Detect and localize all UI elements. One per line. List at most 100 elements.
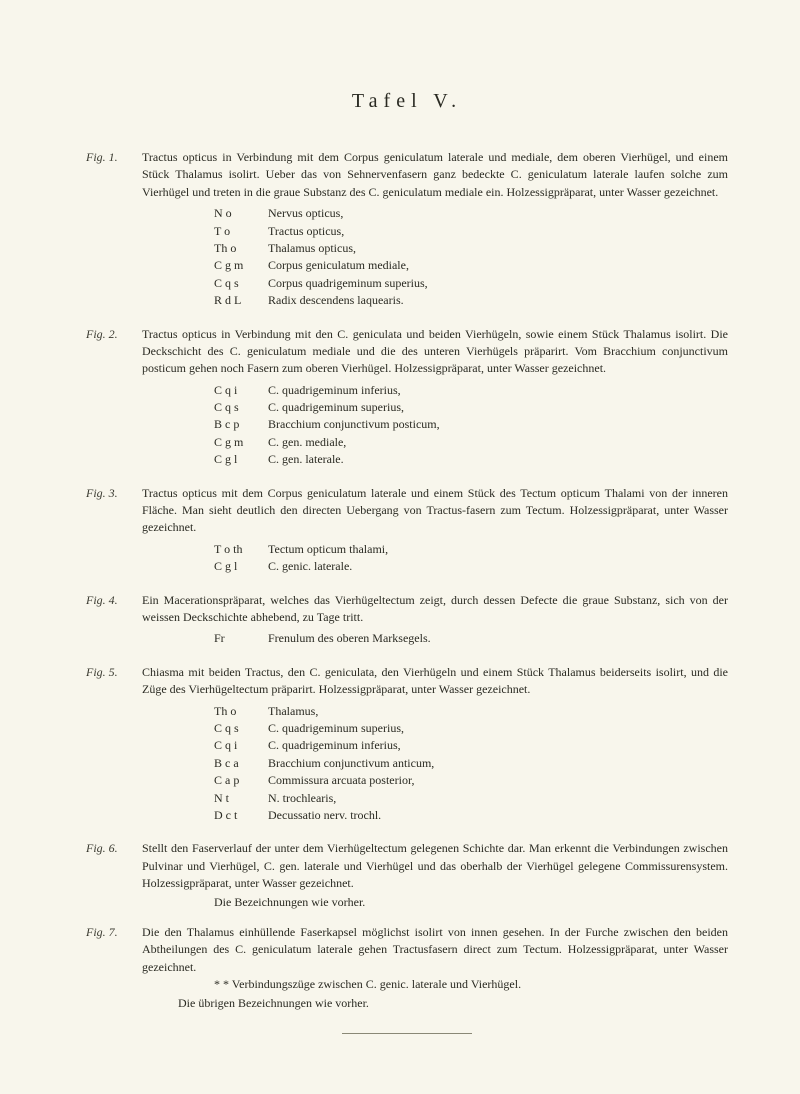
abbr-value: C. quadrigeminum inferius,	[268, 382, 728, 399]
figure-entry: Fig. 2. Tractus opticus in Verbindung mi…	[86, 326, 728, 473]
figure-text: Tractus opticus mit dem Corpus geniculat…	[142, 485, 728, 537]
figure-label: Fig. 1.	[86, 149, 142, 314]
abbreviation-row: FrFrenulum des oberen Marksegels.	[214, 630, 728, 647]
figure-entry: Fig. 4. Ein Macerationspräparat, welches…	[86, 592, 728, 652]
abbr-key: C g m	[214, 257, 268, 274]
figure-label: Fig. 7.	[86, 924, 142, 1013]
abbr-value: Corpus geniculatum mediale,	[268, 257, 728, 274]
abbreviation-row: B c aBracchium conjunctivum anticum,	[214, 755, 728, 772]
abbr-key: Fr	[214, 630, 268, 647]
abbreviation-list: C q iC. quadrigeminum inferius, C q sC. …	[214, 382, 728, 469]
figure-body: Tractus opticus mit dem Corpus geniculat…	[142, 485, 728, 580]
abbr-key: Th o	[214, 240, 268, 257]
abbreviation-row: C a pCommissura arcuata posterior,	[214, 772, 728, 789]
abbreviation-list: N oNervus opticus, T oTractus opticus, T…	[214, 205, 728, 309]
abbreviation-row: C g lC. gen. laterale.	[214, 451, 728, 468]
abbr-value: Tractus opticus,	[268, 223, 728, 240]
sub-line: * * Verbindungszüge zwischen C. genic. l…	[214, 976, 728, 993]
abbr-key: C g m	[214, 434, 268, 451]
divider	[342, 1033, 472, 1034]
page: Tafel V. Fig. 1. Tractus opticus in Verb…	[0, 0, 800, 1094]
figure-text: Die den Thalamus einhüllende Faserkapsel…	[142, 924, 728, 976]
abbreviation-row: C q sC. quadrigeminum superius,	[214, 720, 728, 737]
abbreviation-row: C q sCorpus quadrigeminum superius,	[214, 275, 728, 292]
abbreviation-row: T oTractus opticus,	[214, 223, 728, 240]
abbr-key: Th o	[214, 703, 268, 720]
abbreviation-list: Th oThalamus, C q sC. quadrigeminum supe…	[214, 703, 728, 825]
abbr-key: T o th	[214, 541, 268, 558]
abbr-key: T o	[214, 223, 268, 240]
figure-body: Stellt den Faserverlauf der unter dem Vi…	[142, 840, 728, 912]
abbr-value: Thalamus,	[268, 703, 728, 720]
abbr-value: Commissura arcuata posterior,	[268, 772, 728, 789]
abbr-value: Radix descendens laquearis.	[268, 292, 728, 309]
abbreviation-row: Th oThalamus,	[214, 703, 728, 720]
abbreviation-row: D c tDecussatio nerv. trochl.	[214, 807, 728, 824]
abbr-value: C. gen. mediale,	[268, 434, 728, 451]
abbreviation-row: R d LRadix descendens laquearis.	[214, 292, 728, 309]
figure-label: Fig. 6.	[86, 840, 142, 912]
abbr-value: C. genic. laterale.	[268, 558, 728, 575]
abbr-value: N. trochlearis,	[268, 790, 728, 807]
abbr-value: Bracchium conjunctivum anticum,	[268, 755, 728, 772]
abbr-value: C. gen. laterale.	[268, 451, 728, 468]
abbr-value: Corpus quadrigeminum superius,	[268, 275, 728, 292]
abbr-value: C. quadrigeminum inferius,	[268, 737, 728, 754]
abbreviation-list: T o thTectum opticum thalami, C g lC. ge…	[214, 541, 728, 576]
abbreviation-row: N oNervus opticus,	[214, 205, 728, 222]
abbreviation-row: C g mCorpus geniculatum mediale,	[214, 257, 728, 274]
abbr-key: N o	[214, 205, 268, 222]
page-title: Tafel V.	[86, 90, 728, 113]
closing-line: Die übrigen Bezeichnungen wie vorher.	[178, 995, 728, 1012]
abbr-key: C q s	[214, 720, 268, 737]
abbr-key: C q i	[214, 382, 268, 399]
abbreviation-row: C q sC. quadrigeminum superius,	[214, 399, 728, 416]
abbr-value: Decussatio nerv. trochl.	[268, 807, 728, 824]
abbreviation-row: N tN. trochlearis,	[214, 790, 728, 807]
abbr-key: N t	[214, 790, 268, 807]
abbr-key: C g l	[214, 451, 268, 468]
figure-text: Tractus opticus in Verbindung mit dem Co…	[142, 149, 728, 201]
figure-label: Fig. 5.	[86, 664, 142, 829]
abbreviation-row: Th oThalamus opticus,	[214, 240, 728, 257]
abbr-value: C. quadrigeminum superius,	[268, 720, 728, 737]
abbreviation-row: C q iC. quadrigeminum inferius,	[214, 382, 728, 399]
figure-entry: Fig. 5. Chiasma mit beiden Tractus, den …	[86, 664, 728, 829]
abbr-key: C a p	[214, 772, 268, 789]
abbreviation-row: B c pBracchium conjunctivum posticum,	[214, 416, 728, 433]
abbreviation-row: C g mC. gen. mediale,	[214, 434, 728, 451]
abbr-key: R d L	[214, 292, 268, 309]
abbr-value: Tectum opticum thalami,	[268, 541, 728, 558]
figure-label: Fig. 4.	[86, 592, 142, 652]
figure-label: Fig. 2.	[86, 326, 142, 473]
abbr-value: Frenulum des oberen Marksegels.	[268, 630, 728, 647]
figure-text: Stellt den Faserverlauf der unter dem Vi…	[142, 840, 728, 892]
abbr-key: C q s	[214, 399, 268, 416]
abbr-value: Thalamus opticus,	[268, 240, 728, 257]
figure-label: Fig. 3.	[86, 485, 142, 580]
figure-text: Ein Macerationspräparat, welches das Vie…	[142, 592, 728, 627]
figure-body: Chiasma mit beiden Tractus, den C. genic…	[142, 664, 728, 829]
abbreviation-list: FrFrenulum des oberen Marksegels.	[214, 630, 728, 647]
abbr-key: B c p	[214, 416, 268, 433]
figure-body: Tractus opticus in Verbindung mit dem Co…	[142, 149, 728, 314]
abbreviation-row: C g lC. genic. laterale.	[214, 558, 728, 575]
abbreviation-row: T o thTectum opticum thalami,	[214, 541, 728, 558]
abbr-key: C q s	[214, 275, 268, 292]
abbr-value: C. quadrigeminum superius,	[268, 399, 728, 416]
figure-text: Chiasma mit beiden Tractus, den C. genic…	[142, 664, 728, 699]
figure-entry: Fig. 7. Die den Thalamus einhüllende Fas…	[86, 924, 728, 1013]
abbr-key: C g l	[214, 558, 268, 575]
closing-line: Die Bezeichnungen wie vorher.	[214, 894, 728, 911]
abbr-value: Nervus opticus,	[268, 205, 728, 222]
figure-text: Tractus opticus in Verbindung mit den C.…	[142, 326, 728, 378]
abbr-key: C q i	[214, 737, 268, 754]
abbr-key: D c t	[214, 807, 268, 824]
figure-body: Tractus opticus in Verbindung mit den C.…	[142, 326, 728, 473]
figure-entry: Fig. 3. Tractus opticus mit dem Corpus g…	[86, 485, 728, 580]
abbr-key: B c a	[214, 755, 268, 772]
abbr-value: Bracchium conjunctivum posticum,	[268, 416, 728, 433]
figure-body: Die den Thalamus einhüllende Faserkapsel…	[142, 924, 728, 1013]
figure-entry: Fig. 6. Stellt den Faserverlauf der unte…	[86, 840, 728, 912]
figure-entry: Fig. 1. Tractus opticus in Verbindung mi…	[86, 149, 728, 314]
